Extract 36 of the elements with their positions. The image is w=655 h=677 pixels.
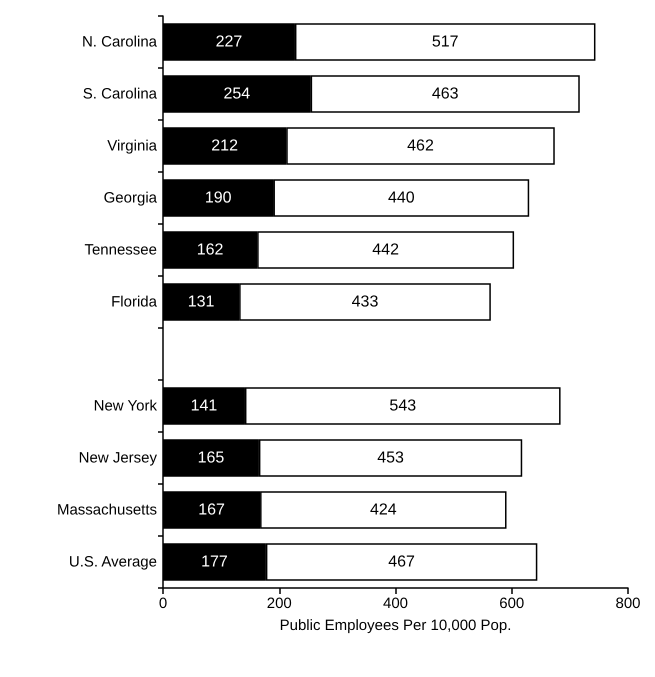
data-label: 162 xyxy=(196,242,224,258)
y-tick-label: New Jersey xyxy=(78,450,158,466)
y-tick-label: Florida xyxy=(111,294,158,310)
data-label: 190 xyxy=(204,190,232,206)
x-tick-label: 800 xyxy=(615,595,641,612)
data-label: 167 xyxy=(198,502,225,518)
data-label: 227 xyxy=(216,34,242,50)
x-axis-title: Public Employees Per 10,000 Pop. xyxy=(280,617,512,634)
data-label: 254 xyxy=(223,86,250,102)
data-label: 463 xyxy=(432,86,459,102)
data-label: 131 xyxy=(188,294,215,310)
data-label: 462 xyxy=(407,138,434,154)
y-tick-label: U.S. Average xyxy=(68,554,157,570)
x-tick-label: 600 xyxy=(499,595,524,612)
y-tick-label: Georgia xyxy=(104,190,158,206)
data-label: 453 xyxy=(377,450,404,466)
data-label: 517 xyxy=(432,34,459,50)
y-tick-label: New York xyxy=(94,398,158,414)
data-label: 440 xyxy=(388,190,415,206)
data-label: 165 xyxy=(198,450,224,466)
data-label: 442 xyxy=(372,242,400,258)
y-tick-label: S. Carolina xyxy=(82,86,158,102)
x-tick-label: 200 xyxy=(266,595,292,612)
y-tick-label: N. Carolina xyxy=(82,34,158,50)
y-tick-label: Massachusetts xyxy=(56,502,157,518)
y-tick-label: Tennessee xyxy=(84,242,157,258)
data-label: 141 xyxy=(190,398,218,414)
data-label: 433 xyxy=(352,294,378,310)
data-label: 212 xyxy=(211,138,238,154)
y-tick-label: Virginia xyxy=(107,138,158,154)
data-label: 543 xyxy=(389,398,416,414)
x-tick-label: 400 xyxy=(382,595,408,612)
data-label: 424 xyxy=(370,502,397,518)
x-tick-label: 0 xyxy=(158,595,168,612)
data-label: 467 xyxy=(388,554,416,570)
data-label: 177 xyxy=(201,554,228,570)
